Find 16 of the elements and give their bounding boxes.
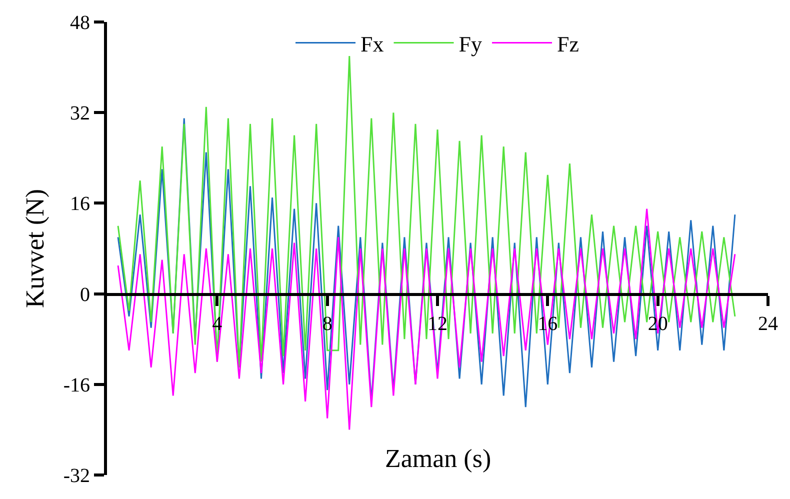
y-tick-label: -32: [63, 465, 90, 487]
line-series: [117, 55, 736, 368]
y-tick-label: 32: [70, 102, 90, 125]
y-tick-label: 0: [80, 284, 90, 306]
x-tick-label: 24: [758, 312, 778, 335]
y-tick-label: 48: [70, 12, 90, 34]
line-series: [117, 208, 736, 430]
legend-label: Fz: [557, 31, 580, 56]
y-tick-label: 16: [70, 193, 90, 216]
y-tick-label: -16: [63, 374, 90, 396]
x-axis-title: Zaman (s): [385, 444, 492, 473]
legend-label: Fy: [458, 31, 482, 56]
x-tick-label: 4: [212, 312, 222, 335]
line-series: [117, 118, 736, 408]
y-axis-title: Kuvvet (N): [20, 188, 50, 308]
legend-label: Fx: [360, 31, 384, 56]
